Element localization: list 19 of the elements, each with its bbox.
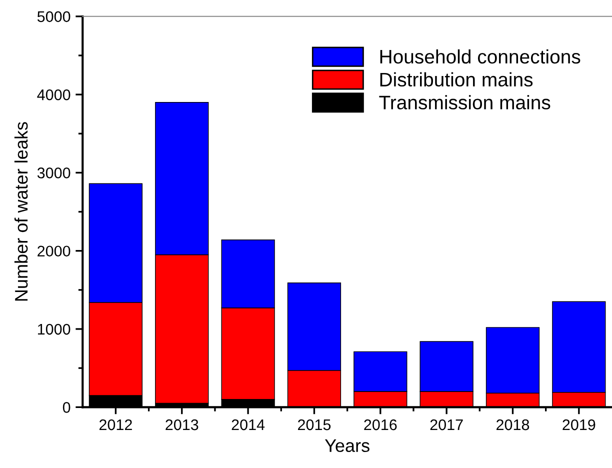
- x-tick-label: 2019: [562, 419, 596, 430]
- x-tick-label: 2017: [430, 419, 463, 430]
- legend-label: Transmission mains: [379, 95, 550, 110]
- x-tick-label: 2013: [166, 419, 198, 430]
- x-axis-title: Years: [324, 439, 370, 452]
- y-tick-label: 5000: [37, 11, 70, 22]
- y-tick-label: 4000: [37, 89, 70, 100]
- x-tick-label: 2018: [496, 419, 530, 430]
- legend-label: Household connections: [380, 49, 580, 64]
- y-axis-title: Number of water leaks: [14, 122, 28, 301]
- x-tick-label: 2012: [99, 419, 132, 430]
- x-tick-label: 2015: [298, 419, 331, 430]
- legend-label: Distribution mains: [380, 72, 533, 87]
- x-tick-label: 2014: [232, 419, 265, 430]
- y-tick-label: 1000: [38, 324, 70, 335]
- x-tick-label: 2016: [364, 419, 397, 430]
- y-tick-label: 2000: [38, 246, 70, 257]
- y-tick-label: 0: [62, 402, 70, 413]
- y-tick-label: 3000: [37, 168, 70, 178]
